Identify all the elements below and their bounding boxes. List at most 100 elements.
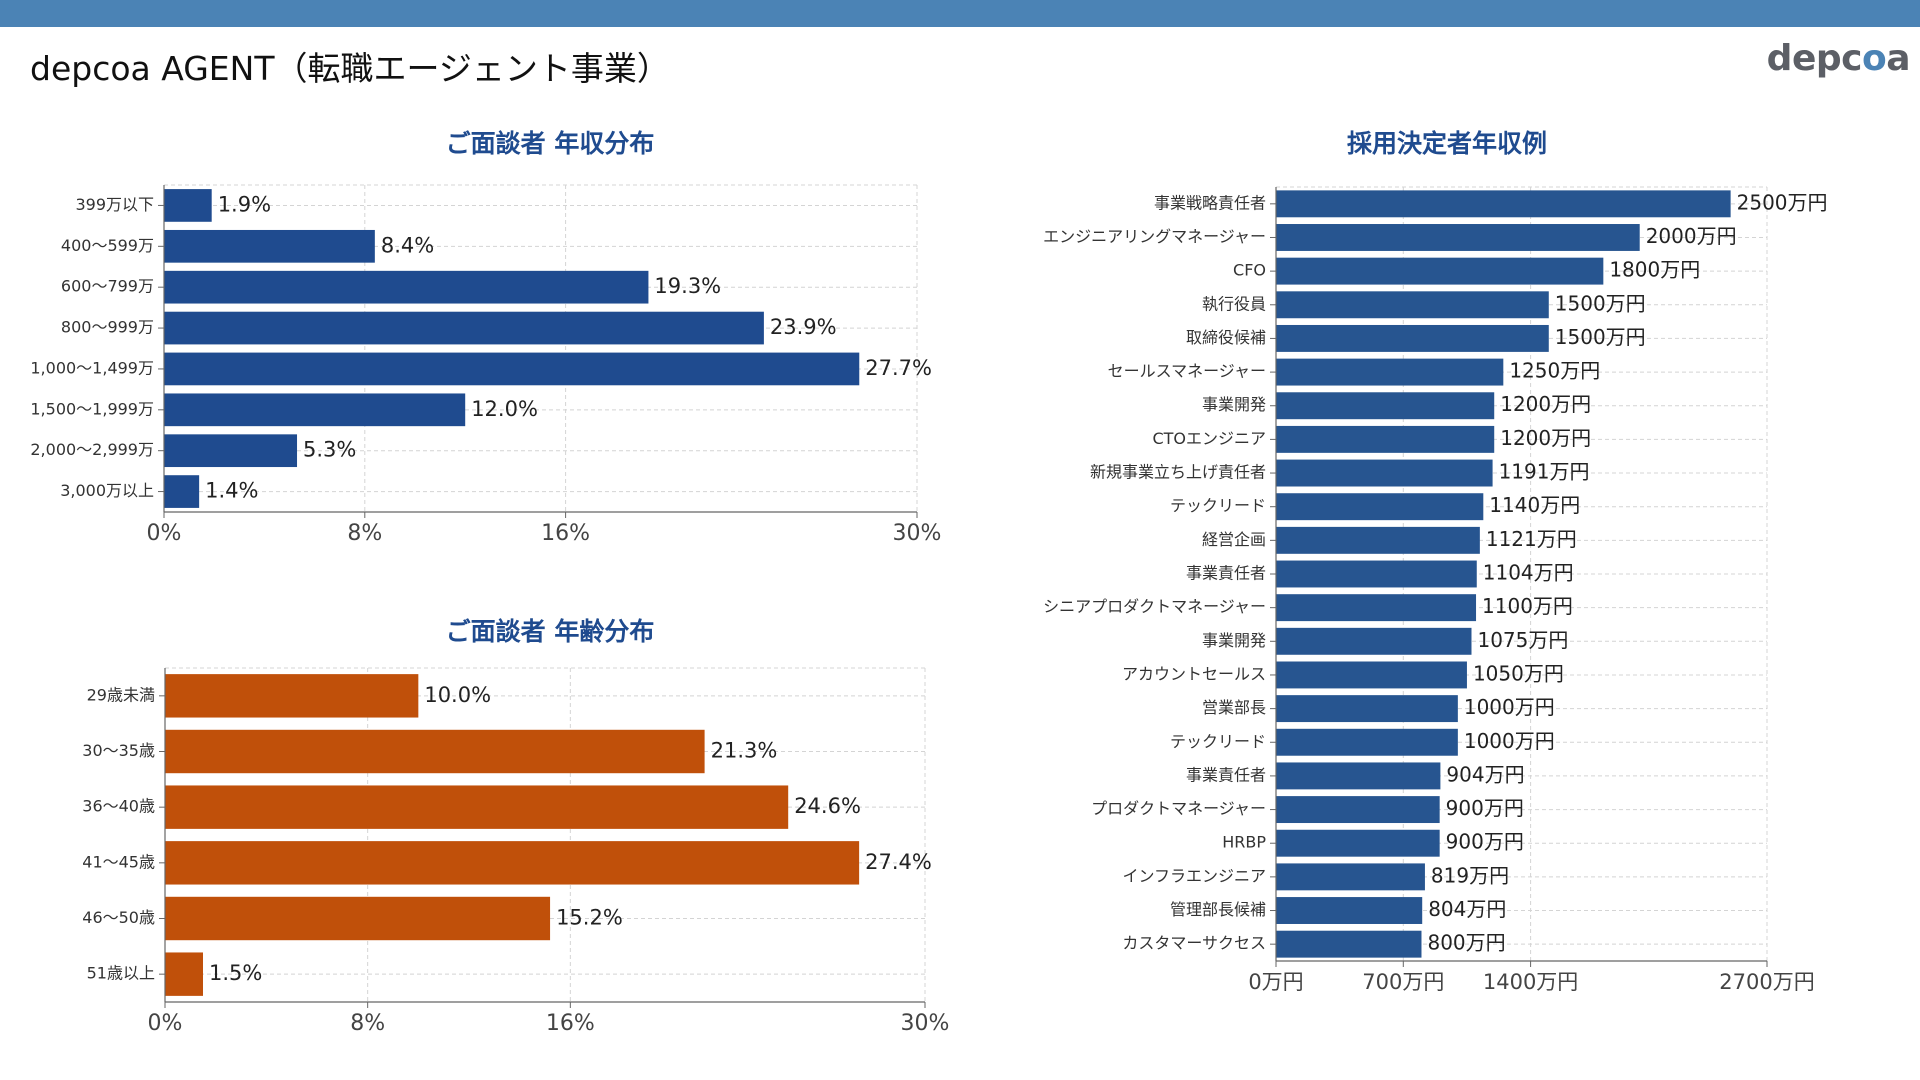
salary-value-label: 900万円: [1446, 830, 1524, 854]
age-category-label: 41〜45歳: [82, 852, 155, 871]
income-bar: [164, 475, 200, 508]
age-x-tick-label: 0%: [148, 1011, 183, 1036]
salary-value-label: 1100万円: [1482, 594, 1573, 618]
income-category-label: 1,000〜1,499万: [30, 358, 154, 377]
salary-category-label: 経営企画: [1202, 530, 1266, 549]
salary-bar: [1276, 560, 1477, 588]
salary-bar: [1276, 930, 1422, 958]
age-bar: [165, 841, 860, 885]
income-value-label: 23.9%: [770, 315, 837, 339]
income-bar: [164, 434, 298, 468]
income-x-tick-label: 30%: [893, 521, 942, 546]
age-value-label: 15.2%: [556, 906, 623, 930]
salary-category-label: 事業開発: [1202, 631, 1266, 650]
salary-value-label: 819万円: [1431, 863, 1509, 887]
salary-value-label: 1104万円: [1483, 561, 1574, 585]
salary-bar: [1276, 425, 1495, 453]
salary-bar: [1276, 829, 1440, 857]
age-value-label: 10.0%: [424, 683, 491, 707]
salary-bar: [1276, 897, 1423, 924]
page-title: depcoa AGENT（転職エージェント事業）: [30, 49, 670, 88]
income-chart-title: ご面談者 年収分布: [445, 129, 655, 158]
age-value-label: 21.3%: [711, 739, 778, 763]
salary-category-label: 取締役候補: [1186, 328, 1266, 347]
salary-category-label: テックリード: [1170, 732, 1266, 751]
salary-value-label: 2500万円: [1737, 190, 1828, 214]
income-category-label: 2,000〜2,999万: [30, 440, 154, 459]
age-value-label: 1.5%: [209, 961, 262, 985]
age-x-tick-label: 30%: [901, 1011, 950, 1036]
salary-bar: [1276, 358, 1504, 386]
age-chart-title: ご面談者 年齢分布: [445, 617, 655, 646]
age-x-tick-label: 16%: [546, 1011, 595, 1036]
age-category-label: 46〜50歳: [82, 908, 155, 927]
company-logo: depcoa: [1766, 38, 1911, 79]
salary-value-label: 1200万円: [1500, 426, 1591, 450]
salary-value-label: 1000万円: [1464, 695, 1555, 719]
salary-category-label: プロダクトマネージャー: [1091, 799, 1266, 818]
age-bar: [165, 952, 203, 996]
logo-text-start: depc: [1766, 38, 1863, 79]
salary-value-label: 1075万円: [1477, 628, 1568, 652]
age-category-label: 36〜40歳: [82, 797, 155, 816]
income-x-tick-label: 8%: [347, 521, 382, 546]
salary-bar: [1276, 627, 1472, 655]
salary-category-label: CTOエンジニア: [1152, 429, 1266, 448]
salary-value-label: 800万円: [1427, 931, 1505, 955]
income-category-label: 400〜599万: [61, 236, 154, 255]
salary-bar: [1276, 661, 1467, 689]
top-accent-bar: [0, 0, 1920, 27]
income-bar: [164, 229, 375, 263]
salary-x-tick-label: 700万円: [1362, 970, 1444, 994]
income-value-label: 12.0%: [471, 397, 538, 421]
salary-bar: [1276, 526, 1480, 554]
salary-value-label: 1191万円: [1499, 460, 1590, 484]
salary-value-label: 1500万円: [1555, 291, 1646, 315]
salary-chart-title: 採用決定者年収例: [1346, 129, 1547, 158]
income-x-tick-label: 0%: [147, 521, 182, 546]
salary-category-label: シニアプロダクトマネージャー: [1043, 597, 1266, 616]
salary-category-label: HRBP: [1222, 833, 1266, 852]
logo-dot: o: [1861, 38, 1887, 79]
age-x-tick-label: 8%: [350, 1011, 385, 1036]
salary-category-label: インフラエンジニア: [1122, 866, 1266, 885]
salary-bar: [1276, 493, 1484, 521]
income-bar: [164, 352, 860, 386]
salary-bar: [1276, 291, 1549, 319]
salary-value-label: 1800万円: [1609, 258, 1700, 282]
salary-bar: [1276, 796, 1440, 824]
income-value-label: 1.4%: [205, 479, 258, 503]
income-bar: [164, 393, 466, 427]
salary-category-label: 事業戦略責任者: [1154, 193, 1266, 212]
age-value-label: 27.4%: [865, 850, 932, 874]
age-category-label: 51歳以上: [87, 964, 155, 983]
logo-text-end: a: [1886, 38, 1910, 79]
salary-value-label: 804万円: [1428, 897, 1506, 921]
age-bar: [165, 674, 419, 718]
income-bar: [164, 311, 764, 345]
age-category-label: 30〜35歳: [82, 741, 155, 760]
income-bar: [164, 189, 212, 222]
salary-x-tick-label: 0万円: [1248, 970, 1303, 994]
income-category-label: 800〜999万: [61, 318, 154, 337]
income-category-label: 3,000万以上: [60, 481, 154, 500]
salary-value-label: 2000万円: [1646, 224, 1737, 248]
salary-bar: [1276, 224, 1640, 251]
income-value-label: 1.9%: [218, 192, 271, 216]
salary-value-label: 1000万円: [1464, 729, 1555, 753]
salary-value-label: 1050万円: [1473, 661, 1564, 685]
salary-category-label: 事業開発: [1202, 395, 1266, 414]
salary-bar: [1276, 762, 1441, 790]
income-bar: [164, 270, 649, 304]
income-x-tick-label: 16%: [541, 521, 590, 546]
salary-x-tick-label: 1400万円: [1483, 970, 1578, 994]
salary-bar: [1276, 324, 1549, 352]
salary-category-label: 新規事業立ち上げ責任者: [1090, 463, 1266, 482]
salary-x-tick-label: 2700万円: [1719, 970, 1814, 994]
salary-value-label: 900万円: [1446, 796, 1524, 820]
salary-bar: [1276, 257, 1604, 285]
income-category-label: 600〜799万: [61, 277, 154, 296]
income-value-label: 19.3%: [654, 274, 721, 298]
salary-bar: [1276, 863, 1425, 891]
salary-bar: [1276, 190, 1731, 218]
